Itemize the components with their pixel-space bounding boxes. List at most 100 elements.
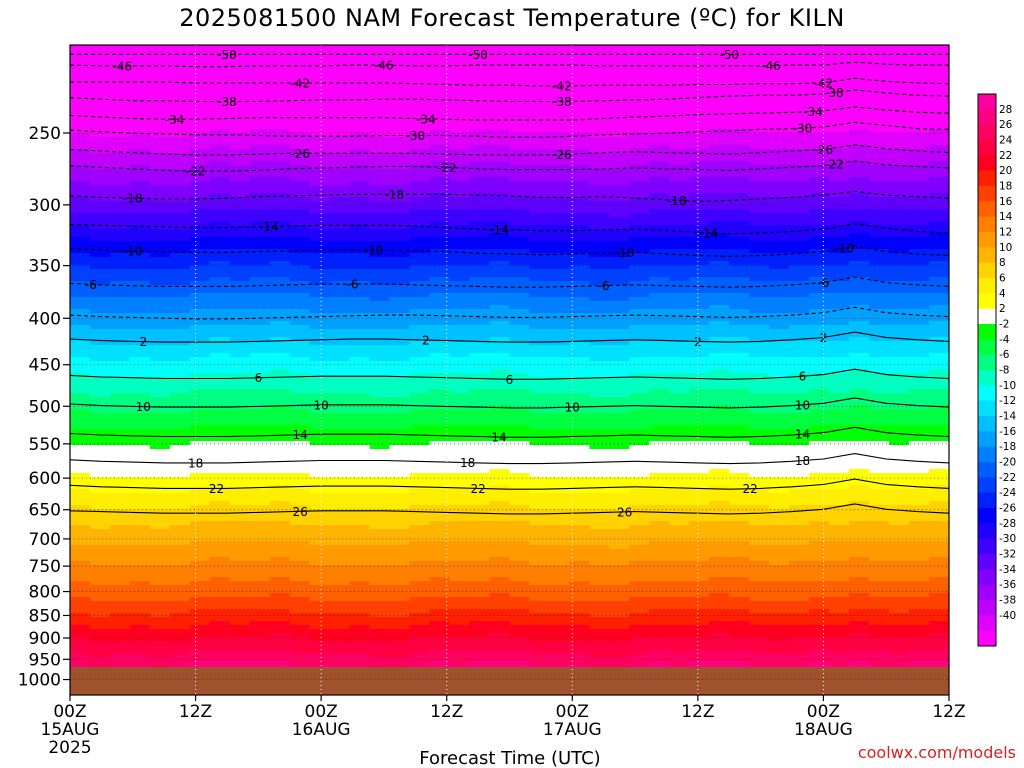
temperature-cell: [629, 109, 650, 114]
temperature-cell: [529, 581, 551, 586]
temperature-cell: [549, 393, 571, 398]
temperature-cell: [269, 401, 291, 406]
temperature-cell: [129, 489, 151, 494]
temperature-cell: [229, 281, 251, 286]
temperature-cell: [110, 121, 131, 126]
temperature-cell: [569, 585, 590, 590]
temperature-cell: [649, 521, 670, 526]
temperature-cell: [449, 45, 471, 50]
temperature-cell: [90, 549, 111, 554]
temperature-cell: [509, 337, 531, 342]
temperature-cell: [289, 289, 311, 294]
temperature-cell: [549, 621, 571, 626]
temperature-cell: [549, 205, 571, 210]
temperature-cell: [289, 533, 311, 538]
temperature-cell: [289, 109, 311, 114]
temperature-cell: [349, 101, 371, 106]
temperature-cell: [110, 197, 131, 202]
temperature-cell: [489, 253, 511, 258]
temperature-cell: [309, 117, 331, 122]
temperature-cell: [509, 189, 531, 194]
temperature-cell: [629, 293, 650, 298]
temperature-cell: [589, 417, 610, 422]
temperature-cell: [669, 337, 690, 342]
temperature-cell: [549, 605, 571, 610]
temperature-cell: [589, 617, 610, 622]
temperature-cell: [529, 497, 551, 502]
temperature-cell: [649, 545, 670, 550]
temperature-cell: [70, 633, 91, 638]
temperature-cell: [90, 569, 111, 574]
temperature-cell: [629, 473, 650, 478]
temperature-cell: [189, 621, 211, 626]
temperature-cell: [209, 441, 231, 446]
temperature-cell: [409, 293, 431, 298]
temperature-cell: [669, 61, 690, 66]
temperature-cell: [549, 233, 571, 238]
temperature-cell: [609, 45, 630, 50]
temperature-cell: [369, 341, 391, 346]
temperature-cell: [329, 201, 351, 206]
temperature-cell: [529, 629, 551, 634]
temperature-cell: [509, 661, 531, 666]
temperature-cell: [429, 209, 451, 214]
temperature-cell: [429, 473, 451, 478]
temperature-cell: [629, 185, 650, 190]
temperature-cell: [90, 117, 111, 122]
temperature-cell: [169, 169, 191, 174]
temperature-cell: [629, 597, 650, 602]
temperature-cell: [529, 645, 551, 650]
temperature-cell: [449, 437, 471, 442]
temperature-cell: [129, 461, 151, 466]
temperature-cell: [549, 357, 571, 362]
temperature-cell: [429, 329, 451, 334]
temperature-cell: [569, 217, 590, 222]
temperature-cell: [369, 545, 391, 550]
temperature-cell: [409, 557, 431, 562]
temperature-cell: [189, 381, 211, 386]
temperature-cell: [249, 137, 271, 142]
temperature-cell: [149, 625, 171, 630]
temperature-cell: [349, 537, 371, 542]
temperature-cell: [149, 413, 171, 418]
temperature-cell: [90, 73, 111, 78]
temperature-cell: [509, 449, 531, 454]
temperature-cell: [129, 501, 151, 506]
temperature-cell: [469, 93, 491, 98]
temperature-cell: [629, 309, 650, 314]
temperature-cell: [489, 201, 511, 206]
temperature-cell: [189, 485, 211, 490]
temperature-cell: [90, 101, 111, 106]
temperature-cell: [289, 201, 311, 206]
temperature-cell: [209, 541, 231, 546]
temperature-cell: [349, 585, 371, 590]
temperature-cell: [369, 89, 391, 94]
temperature-cell: [129, 397, 151, 402]
temperature-cell: [229, 361, 251, 366]
temperature-cell: [389, 237, 411, 242]
temperature-cell: [209, 401, 231, 406]
temperature-cell: [110, 481, 131, 486]
temperature-cell: [110, 337, 131, 342]
temperature-cell: [529, 269, 551, 274]
temperature-cell: [569, 149, 590, 154]
temperature-cell: [349, 321, 371, 326]
temperature-cell: [449, 257, 471, 262]
temperature-cell: [649, 653, 670, 658]
temperature-cell: [349, 253, 371, 258]
temperature-cell: [349, 661, 371, 666]
temperature-cell: [549, 105, 571, 110]
temperature-cell: [90, 289, 111, 294]
temperature-cell: [129, 181, 151, 186]
temperature-cell: [489, 305, 511, 310]
temperature-cell: [110, 205, 131, 210]
temperature-cell: [649, 225, 670, 230]
temperature-cell: [489, 117, 511, 122]
temperature-cell: [229, 421, 251, 426]
temperature-cell: [609, 85, 630, 90]
temperature-cell: [589, 177, 610, 182]
temperature-cell: [249, 65, 271, 70]
temperature-cell: [110, 553, 131, 558]
temperature-cell: [569, 229, 590, 234]
temperature-cell: [409, 549, 431, 554]
